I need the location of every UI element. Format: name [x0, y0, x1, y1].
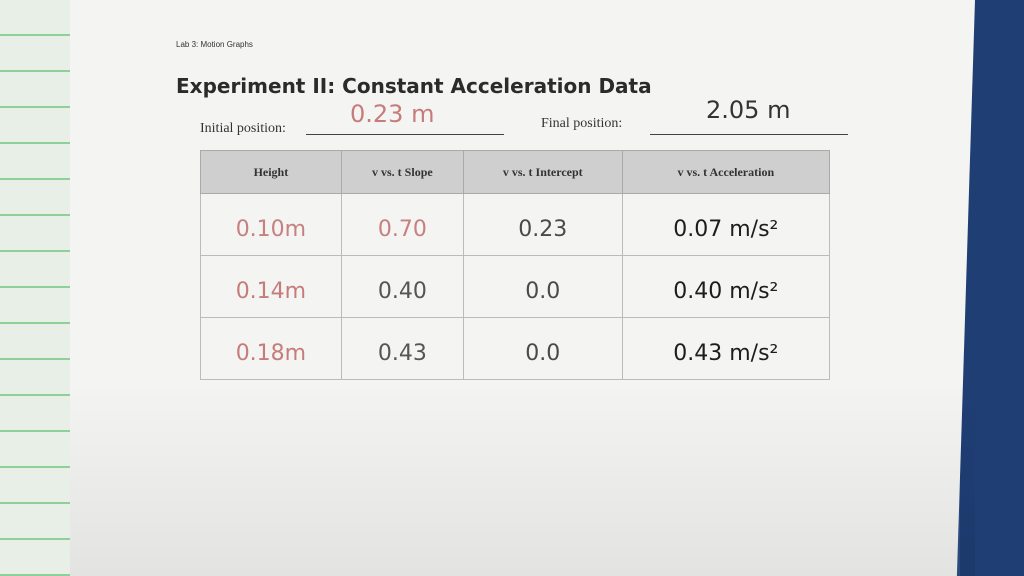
running-header: Lab 3: Motion Graphs	[176, 40, 253, 49]
table-cell: 0.70	[340, 193, 464, 256]
field-label: Initial position:	[200, 121, 286, 136]
table-row: 0.10m 0.70 0.23 0.07 m/s²	[200, 193, 831, 256]
table-cell: 0.23	[462, 193, 623, 256]
handwritten-value: 0.23 m	[350, 100, 435, 128]
table-row: 0.14m 0.40 0.0 0.40 m/s²	[200, 255, 831, 318]
table-cell: 0.14m	[200, 255, 342, 318]
field-line	[306, 134, 504, 135]
table-row: 0.18m 0.43 0.0 0.43 m/s²	[200, 317, 831, 380]
table-cell: 0.40 m/s²	[621, 255, 831, 318]
table-cell: 0.18m	[200, 317, 342, 380]
handwritten-value: 2.05 m	[706, 96, 791, 124]
title: Experiment II: Constant Acceleration Dat…	[176, 74, 652, 98]
table-cell: 0.10m	[200, 193, 342, 256]
table-cell: 0.0	[462, 317, 623, 380]
table-cell: 0.07 m/s²	[621, 193, 831, 256]
table-cell: 0.43	[340, 317, 464, 380]
table-cell: 0.40	[340, 255, 464, 318]
column-header: v vs. t Acceleration	[621, 150, 831, 194]
table-cell: 0.0	[462, 255, 623, 318]
column-header: Height	[200, 150, 342, 194]
data-table: Height v vs. t Slope v vs. t Intercept v vs…	[200, 150, 831, 380]
field-label: Final position:	[541, 116, 623, 131]
table-cell: 0.43 m/s²	[621, 317, 831, 380]
field-line	[650, 134, 848, 135]
shadow	[70, 380, 975, 576]
column-header: v vs. t Intercept	[462, 150, 623, 194]
column-header: v vs. t Slope	[340, 150, 464, 194]
